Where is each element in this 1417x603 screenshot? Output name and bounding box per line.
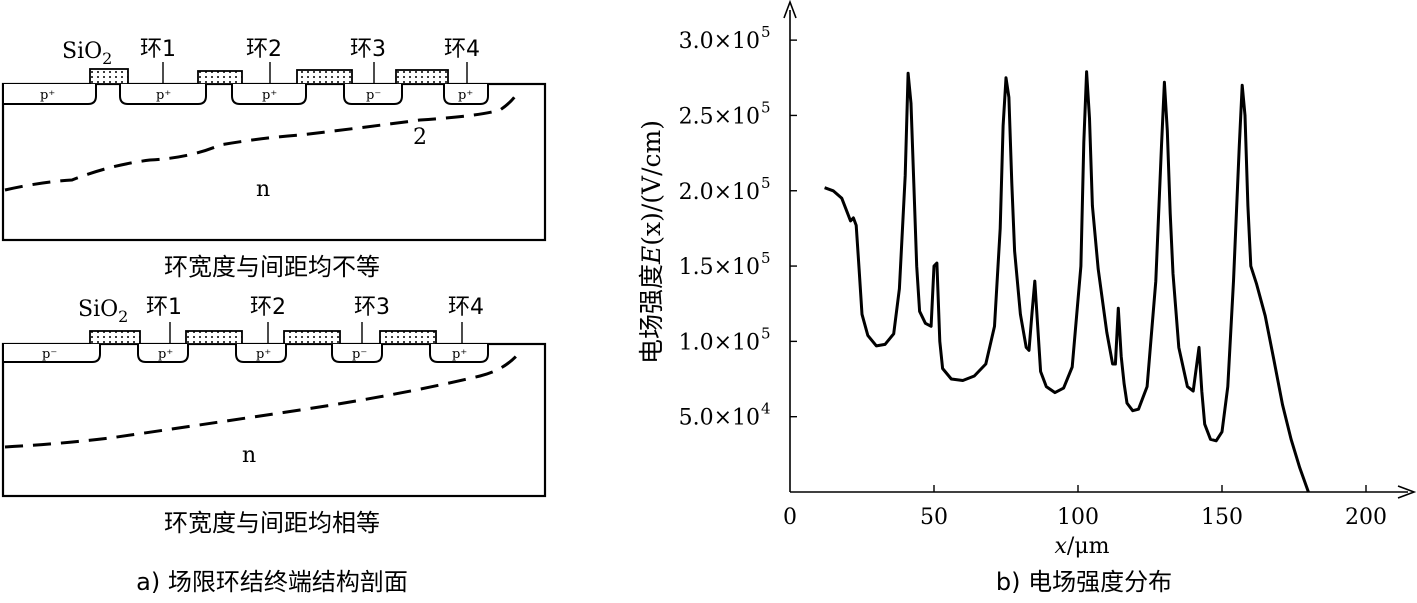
chart-x-label: x/μm — [1055, 534, 1110, 559]
x-tick-label: 0 — [783, 505, 797, 530]
bottom-diagram-title: 环宽度与间距均相等 — [164, 509, 380, 537]
top-region-label: n — [256, 177, 270, 202]
top-well-label: p⁺ — [262, 88, 277, 103]
chart-y-label: 电场强度E(x)/(V/cm) — [637, 120, 666, 364]
top-curve-label: 2 — [413, 125, 427, 150]
bottom-well-label: p⁺ — [158, 347, 173, 362]
y-tick-label: 1.5×10 — [679, 255, 760, 280]
bottom-ring-well — [429, 344, 489, 363]
top-diagram-title: 环宽度与间距均不等 — [164, 253, 380, 281]
top-sio2-label: SiO2 — [62, 39, 112, 68]
bottom-ring-label-2: 环2 — [250, 295, 286, 320]
bottom-cross-section: p⁻ p⁺ p⁺ p⁻ p⁺ SiO2 环1 环2 环3 环4 n — [1, 295, 547, 498]
top-oxide-strip — [296, 69, 353, 85]
top-ring-well — [443, 84, 489, 105]
bottom-oxide-strip — [89, 330, 141, 345]
x-tick-label: 200 — [1345, 505, 1387, 530]
y-tick-exponent: 5 — [761, 324, 771, 342]
top-oxide-strip — [197, 70, 243, 85]
y-tick-label: 5.0×10 — [679, 406, 760, 431]
bottom-region-label: n — [242, 443, 256, 468]
bottom-ring-label-3: 环3 — [354, 295, 390, 320]
bottom-ring-well — [137, 344, 189, 363]
y-tick-exponent: 4 — [761, 400, 771, 418]
top-depletion-boundary — [4, 91, 520, 192]
bottom-sio2-label: SiO2 — [78, 297, 128, 326]
bottom-ring-label-1: 环1 — [146, 295, 182, 320]
top-main-junction-well — [2, 84, 97, 105]
top-ring-well — [343, 84, 403, 105]
y-tick-label: 3.0×10 — [679, 29, 760, 54]
top-substrate-box — [1, 82, 547, 242]
bottom-depletion-boundary — [4, 351, 522, 449]
chart-x-ticks: 0 50 100 150 200 — [783, 485, 1387, 530]
bottom-oxide-strip — [379, 330, 437, 345]
x-tick-label: 100 — [1057, 505, 1099, 530]
field-strength-chart: 0 50 100 150 200 5.0×10 41.0×10 51.5×10 52.0×10… — [637, 0, 1417, 559]
bottom-ring-well — [331, 344, 383, 363]
bottom-well-label: p⁻ — [42, 347, 57, 362]
top-ring-label-2: 环2 — [246, 37, 282, 62]
top-well-label: p⁺ — [458, 88, 473, 103]
top-oxide-strip — [89, 68, 129, 85]
chart-y-ticks: 5.0×10 41.0×10 51.5×10 52.0×10 52.5×10 53.0×1… — [679, 23, 797, 431]
chart-y-axis-arrow — [783, 0, 797, 19]
bottom-oxide-strip — [283, 330, 341, 345]
bottom-ring-label-4: 环4 — [448, 295, 484, 320]
bottom-well-label: p⁻ — [352, 347, 367, 362]
y-tick-label: 2.0×10 — [679, 180, 760, 205]
bottom-well-label: p⁺ — [256, 347, 271, 362]
y-tick-label: 2.5×10 — [679, 104, 760, 129]
top-well-label: p⁺ — [40, 88, 55, 103]
x-tick-label: 150 — [1201, 505, 1243, 530]
top-ring-well — [231, 84, 307, 105]
caption-right: b) 电场强度分布 — [996, 568, 1172, 596]
caption-left: a) 场限环结终端结构剖面 — [136, 568, 408, 596]
bottom-main-junction-well — [2, 344, 101, 363]
top-ring-label-1: 环1 — [140, 37, 176, 62]
top-well-label: p⁻ — [366, 88, 381, 103]
top-ring-label-3: 环3 — [350, 37, 386, 62]
x-tick-label: 50 — [920, 505, 948, 530]
y-tick-exponent: 5 — [761, 23, 771, 41]
bottom-ring-well — [235, 344, 287, 363]
top-ring-well — [119, 84, 207, 105]
top-ring-label-4: 环4 — [444, 37, 480, 62]
top-well-label: p⁺ — [156, 88, 171, 103]
bottom-substrate-box — [1, 342, 547, 498]
chart-x-axis-arrow — [1397, 485, 1417, 499]
top-cross-section: p⁺ p⁺ p⁺ p⁻ p⁺ SiO2 环1 环2 环3 环4 2 n — [1, 37, 547, 242]
y-tick-exponent: 5 — [761, 249, 771, 267]
chart-series-line — [824, 70, 1310, 493]
bottom-well-label: p⁺ — [452, 347, 467, 362]
top-oxide-strip — [395, 69, 449, 85]
bottom-oxide-strip — [185, 330, 243, 345]
y-tick-label: 1.0×10 — [679, 330, 760, 355]
y-tick-exponent: 5 — [761, 174, 771, 192]
y-tick-exponent: 5 — [761, 98, 771, 116]
